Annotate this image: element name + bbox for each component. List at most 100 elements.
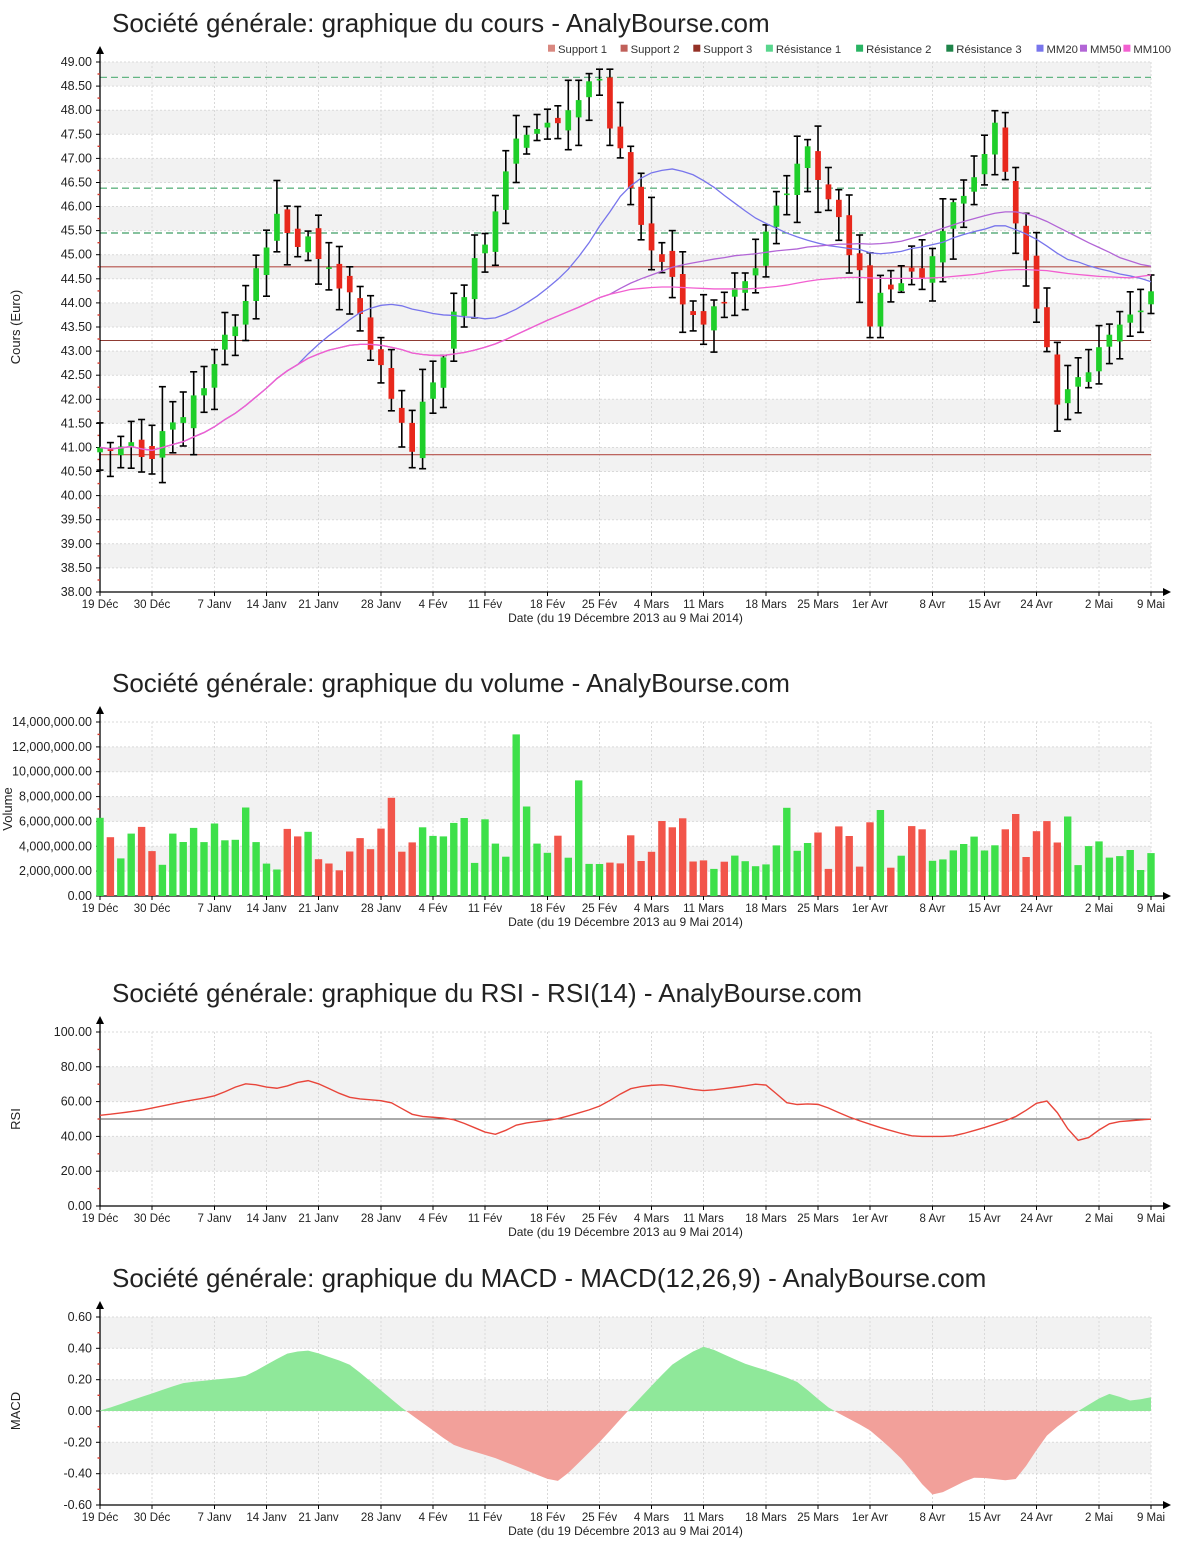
svg-text:2 Mai: 2 Mai [1085, 1512, 1113, 1524]
svg-text:40.00: 40.00 [61, 489, 92, 503]
svg-text:Société générale: graphique du: Société générale: graphique du RSI - RSI… [112, 978, 862, 1008]
svg-text:2,000,000.00: 2,000,000.00 [19, 864, 92, 878]
svg-text:6,000,000.00: 6,000,000.00 [19, 814, 92, 828]
svg-text:Résistance 2: Résistance 2 [866, 44, 931, 56]
svg-text:7 Janv: 7 Janv [198, 599, 232, 611]
svg-text:11 Fév: 11 Fév [468, 1512, 503, 1524]
svg-text:38.50: 38.50 [61, 561, 92, 575]
svg-text:Société générale: graphique du: Société générale: graphique du MACD - MA… [112, 1263, 986, 1293]
svg-text:19 Déc: 19 Déc [82, 1213, 119, 1225]
svg-text:80.00: 80.00 [61, 1060, 92, 1074]
svg-text:0.60: 0.60 [68, 1310, 92, 1324]
svg-text:21 Janv: 21 Janv [298, 1512, 339, 1524]
svg-text:42.50: 42.50 [61, 368, 92, 382]
svg-text:0.40: 0.40 [68, 1341, 92, 1355]
svg-text:39.00: 39.00 [61, 537, 92, 551]
svg-text:18 Mars: 18 Mars [745, 903, 787, 915]
svg-text:25 Mars: 25 Mars [797, 1512, 839, 1524]
svg-text:46.00: 46.00 [61, 200, 92, 214]
svg-text:15 Avr: 15 Avr [968, 599, 1001, 611]
svg-text:44.50: 44.50 [61, 272, 92, 286]
svg-text:4 Mars: 4 Mars [634, 1213, 669, 1225]
svg-text:Date (du 19 Décembre 2013 au 9: Date (du 19 Décembre 2013 au 9 Mai 2014) [508, 1524, 743, 1538]
svg-text:8 Avr: 8 Avr [920, 599, 946, 611]
svg-text:30 Déc: 30 Déc [134, 1213, 171, 1225]
svg-text:41.00: 41.00 [61, 441, 92, 455]
svg-text:2 Mai: 2 Mai [1085, 599, 1113, 611]
svg-text:19 Déc: 19 Déc [82, 1512, 119, 1524]
svg-text:45.50: 45.50 [61, 224, 92, 238]
svg-text:28 Janv: 28 Janv [361, 1512, 402, 1524]
svg-text:11 Fév: 11 Fév [468, 1213, 503, 1225]
svg-text:14 Janv: 14 Janv [246, 1213, 287, 1225]
svg-text:Support 2: Support 2 [631, 44, 680, 56]
svg-text:25 Fév: 25 Fév [582, 599, 617, 611]
svg-text:9 Mai: 9 Mai [1137, 599, 1165, 611]
svg-text:11 Mars: 11 Mars [683, 903, 724, 915]
svg-text:42.00: 42.00 [61, 392, 92, 406]
svg-text:18 Fév: 18 Fév [530, 599, 565, 611]
svg-text:Date (du 19 Décembre 2013 au 9: Date (du 19 Décembre 2013 au 9 Mai 2014) [508, 915, 743, 929]
svg-text:Date (du 19 Décembre 2013 au 9: Date (du 19 Décembre 2013 au 9 Mai 2014) [508, 611, 743, 625]
svg-text:Cours (Euro): Cours (Euro) [8, 290, 23, 364]
svg-text:4 Fév: 4 Fév [419, 1512, 448, 1524]
svg-text:25 Mars: 25 Mars [797, 599, 839, 611]
svg-text:60.00: 60.00 [61, 1095, 92, 1109]
svg-text:18 Mars: 18 Mars [745, 1512, 787, 1524]
svg-text:40.00: 40.00 [61, 1129, 92, 1143]
svg-text:24 Avr: 24 Avr [1020, 1512, 1053, 1524]
svg-text:9 Mai: 9 Mai [1137, 903, 1165, 915]
svg-text:49.00: 49.00 [61, 55, 92, 69]
svg-text:15 Avr: 15 Avr [968, 903, 1001, 915]
svg-text:8,000,000.00: 8,000,000.00 [19, 790, 92, 804]
svg-text:25 Mars: 25 Mars [797, 1213, 839, 1225]
svg-text:40.50: 40.50 [61, 465, 92, 479]
svg-text:43.00: 43.00 [61, 344, 92, 358]
svg-text:2 Mai: 2 Mai [1085, 903, 1113, 915]
svg-text:25 Fév: 25 Fév [582, 1512, 617, 1524]
svg-text:25 Mars: 25 Mars [797, 903, 839, 915]
svg-text:28 Janv: 28 Janv [361, 1213, 402, 1225]
svg-text:Résistance 3: Résistance 3 [956, 44, 1021, 56]
svg-text:0.00: 0.00 [68, 889, 92, 903]
svg-text:MM50: MM50 [1090, 44, 1121, 56]
svg-text:0.00: 0.00 [68, 1199, 92, 1213]
svg-text:-0.20: -0.20 [64, 1435, 93, 1449]
svg-text:24 Avr: 24 Avr [1020, 903, 1053, 915]
svg-text:12,000,000.00: 12,000,000.00 [12, 740, 92, 754]
svg-text:14 Janv: 14 Janv [246, 903, 287, 915]
svg-text:20.00: 20.00 [61, 1164, 92, 1178]
svg-text:4 Fév: 4 Fév [419, 903, 448, 915]
svg-text:21 Janv: 21 Janv [298, 903, 339, 915]
svg-text:8 Avr: 8 Avr [920, 1512, 946, 1524]
svg-text:RSI: RSI [8, 1108, 23, 1130]
svg-text:24 Avr: 24 Avr [1020, 1213, 1053, 1225]
svg-text:Volume: Volume [0, 787, 15, 830]
svg-text:11 Fév: 11 Fév [468, 599, 503, 611]
svg-text:Date (du 19 Décembre 2013 au 9: Date (du 19 Décembre 2013 au 9 Mai 2014) [508, 1225, 743, 1239]
svg-text:Support 3: Support 3 [703, 44, 752, 56]
svg-text:38.00: 38.00 [61, 585, 92, 599]
svg-text:11 Fév: 11 Fév [468, 903, 503, 915]
svg-text:21 Janv: 21 Janv [298, 599, 339, 611]
svg-text:25 Fév: 25 Fév [582, 1213, 617, 1225]
svg-text:-0.60: -0.60 [64, 1498, 93, 1512]
svg-text:4 Mars: 4 Mars [634, 1512, 669, 1524]
svg-text:44.00: 44.00 [61, 296, 92, 310]
svg-text:18 Fév: 18 Fév [530, 1213, 565, 1225]
svg-text:1er Avr: 1er Avr [852, 599, 888, 611]
svg-text:45.00: 45.00 [61, 248, 92, 262]
svg-text:MACD: MACD [8, 1392, 23, 1430]
svg-text:Société générale: graphique du: Société générale: graphique du cours - A… [112, 8, 770, 38]
svg-text:9 Mai: 9 Mai [1137, 1213, 1165, 1225]
svg-text:7 Janv: 7 Janv [198, 903, 232, 915]
svg-text:28 Janv: 28 Janv [361, 903, 402, 915]
svg-text:47.00: 47.00 [61, 151, 92, 165]
svg-text:0.20: 0.20 [68, 1373, 92, 1387]
svg-text:8 Avr: 8 Avr [920, 903, 946, 915]
svg-text:-0.40: -0.40 [64, 1467, 93, 1481]
svg-text:4 Mars: 4 Mars [634, 903, 669, 915]
svg-text:48.00: 48.00 [61, 103, 92, 117]
svg-text:8 Avr: 8 Avr [920, 1213, 946, 1225]
svg-text:7 Janv: 7 Janv [198, 1213, 232, 1225]
